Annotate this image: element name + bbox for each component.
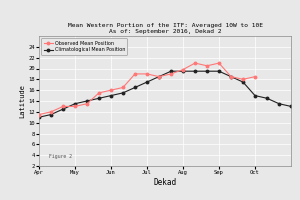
Observed Mean Position xyxy=(109,89,113,91)
Observed Mean Position xyxy=(253,75,257,78)
Climatological Mean Position xyxy=(265,97,269,99)
Observed Mean Position xyxy=(217,62,221,64)
Observed Mean Position xyxy=(193,62,197,64)
Climatological Mean Position xyxy=(157,75,161,78)
Observed Mean Position xyxy=(97,92,101,94)
Climatological Mean Position xyxy=(85,100,89,102)
Observed Mean Position xyxy=(85,103,89,105)
Observed Mean Position xyxy=(133,73,137,75)
Observed Mean Position xyxy=(145,73,149,75)
Climatological Mean Position xyxy=(169,70,173,72)
Climatological Mean Position xyxy=(241,81,245,83)
Climatological Mean Position xyxy=(289,105,293,108)
Legend: Observed Mean Position, Climatological Mean Position: Observed Mean Position, Climatological M… xyxy=(41,38,128,55)
Climatological Mean Position xyxy=(61,108,65,110)
Observed Mean Position xyxy=(157,75,161,78)
Climatological Mean Position xyxy=(121,92,125,94)
Observed Mean Position xyxy=(169,73,173,75)
Climatological Mean Position xyxy=(49,113,53,116)
Line: Observed Mean Position: Observed Mean Position xyxy=(38,62,256,116)
Climatological Mean Position xyxy=(181,70,185,72)
Climatological Mean Position xyxy=(145,81,149,83)
Observed Mean Position xyxy=(241,78,245,81)
Observed Mean Position xyxy=(73,105,77,108)
Observed Mean Position xyxy=(181,68,185,71)
Climatological Mean Position xyxy=(109,94,113,97)
Climatological Mean Position xyxy=(229,75,233,78)
Observed Mean Position xyxy=(229,75,233,78)
Climatological Mean Position xyxy=(193,70,197,72)
Climatological Mean Position xyxy=(217,70,221,72)
Observed Mean Position xyxy=(205,65,209,67)
X-axis label: Dekad: Dekad xyxy=(153,178,177,187)
Line: Climatological Mean Position: Climatological Mean Position xyxy=(38,70,292,118)
Observed Mean Position xyxy=(121,86,125,89)
Title: Mean Western Portion of the ITF: Averaged 10W to 10E
As of: September 2016, Deka: Mean Western Portion of the ITF: Average… xyxy=(68,23,262,34)
Climatological Mean Position xyxy=(133,86,137,89)
Observed Mean Position xyxy=(37,113,41,116)
Climatological Mean Position xyxy=(97,97,101,99)
Climatological Mean Position xyxy=(253,94,257,97)
Climatological Mean Position xyxy=(277,103,281,105)
Observed Mean Position xyxy=(61,105,65,108)
Climatological Mean Position xyxy=(73,103,77,105)
Climatological Mean Position xyxy=(205,70,209,72)
Climatological Mean Position xyxy=(37,116,41,118)
Observed Mean Position xyxy=(49,111,53,113)
Text: Figure 2: Figure 2 xyxy=(49,154,72,159)
Y-axis label: Latitude: Latitude xyxy=(20,84,26,118)
